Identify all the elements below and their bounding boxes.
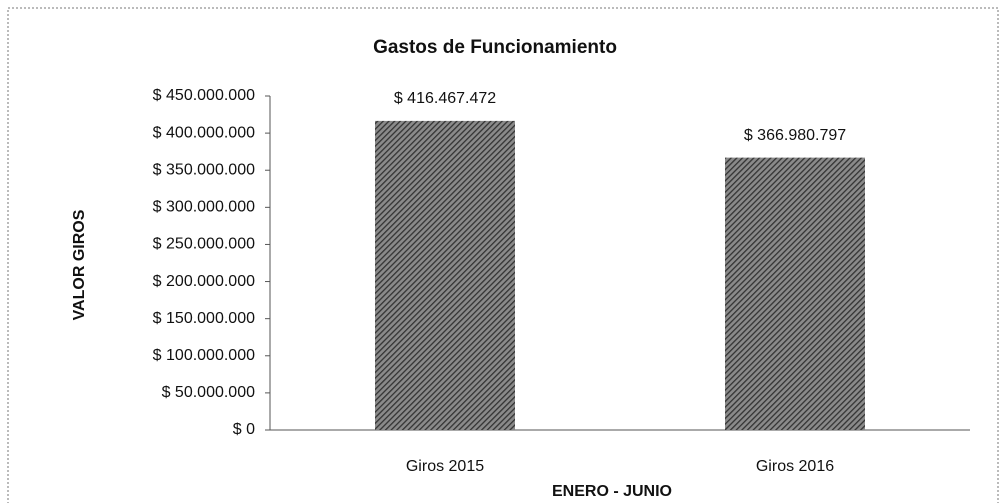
y-axis-title: VALOR GIROS — [71, 209, 88, 320]
x-axis-title: ENERO - JUNIO — [552, 483, 672, 500]
x-tick-label: Giros 2016 — [756, 458, 834, 475]
y-tick-label: $ 150.000.000 — [153, 310, 255, 327]
y-tick-label: $ 400.000.000 — [153, 124, 255, 141]
chart-border — [7, 7, 999, 503]
data-label: $ 416.467.472 — [394, 90, 496, 107]
y-tick-label: $ 450.000.000 — [153, 87, 255, 104]
y-tick-label: $ 350.000.000 — [153, 161, 255, 178]
chart-title: Gastos de Funcionamiento — [373, 37, 617, 58]
y-tick-label: $ 100.000.000 — [153, 347, 255, 364]
data-label: $ 366.980.797 — [744, 127, 846, 144]
bar — [725, 157, 865, 430]
y-tick-label: $ 0 — [233, 421, 255, 438]
y-tick-label: $ 300.000.000 — [153, 199, 255, 216]
y-tick-label: $ 50.000.000 — [162, 384, 256, 401]
y-tick-label: $ 250.000.000 — [153, 236, 255, 253]
x-tick-label: Giros 2015 — [406, 458, 484, 475]
y-tick-label: $ 200.000.000 — [153, 273, 255, 290]
bar — [375, 120, 515, 431]
